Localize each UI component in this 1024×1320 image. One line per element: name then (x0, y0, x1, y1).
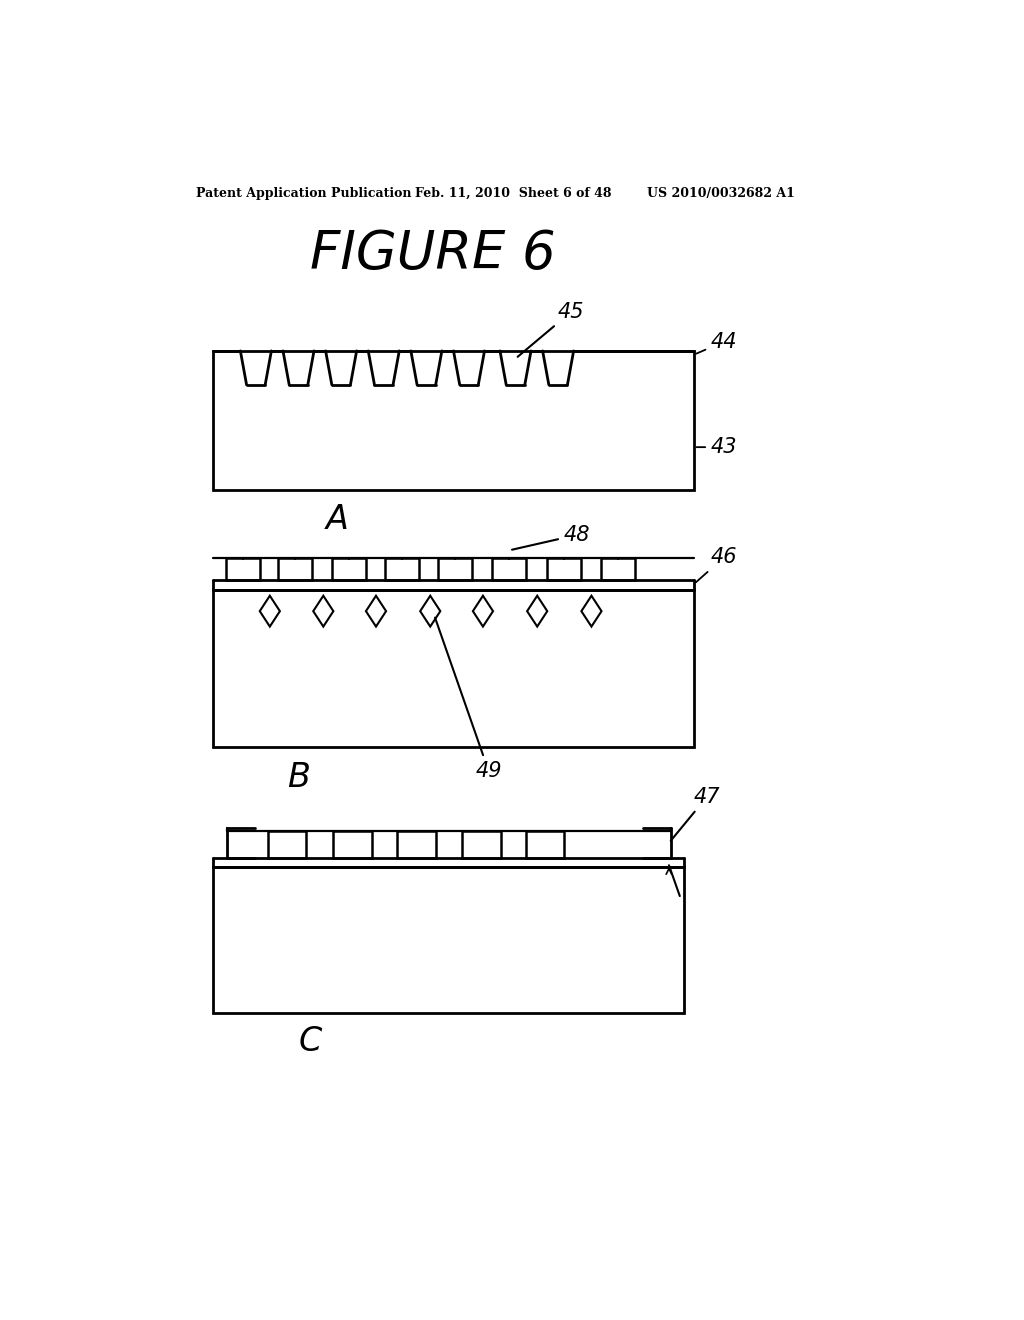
Bar (332, 558, 366, 579)
Bar (213, 867, 684, 1014)
Text: 47: 47 (671, 787, 720, 841)
Text: 44: 44 (696, 331, 737, 354)
Text: US 2010/0032682 A1: US 2010/0032682 A1 (647, 187, 795, 199)
Text: 45: 45 (517, 302, 585, 356)
Text: 49: 49 (435, 618, 502, 780)
Bar (213, 351, 693, 490)
Bar (225, 558, 260, 579)
Text: 48: 48 (512, 525, 590, 549)
Bar (278, 558, 311, 579)
Bar (267, 830, 306, 858)
Bar (493, 558, 526, 579)
Text: A: A (326, 503, 349, 536)
Text: 46: 46 (696, 548, 737, 582)
Text: C: C (299, 1024, 322, 1057)
Text: Feb. 11, 2010  Sheet 6 of 48: Feb. 11, 2010 Sheet 6 of 48 (415, 187, 611, 199)
Bar (397, 830, 435, 858)
Bar (438, 558, 472, 579)
Bar (601, 558, 635, 579)
Text: B: B (287, 760, 310, 793)
Text: 43: 43 (696, 437, 737, 457)
Bar (547, 558, 581, 579)
Text: Patent Application Publication: Patent Application Publication (197, 187, 412, 199)
Bar (213, 590, 693, 747)
Text: FIGURE 6: FIGURE 6 (310, 227, 556, 280)
Bar (462, 830, 501, 858)
Bar (525, 830, 564, 858)
Bar (385, 558, 419, 579)
Bar (334, 830, 372, 858)
